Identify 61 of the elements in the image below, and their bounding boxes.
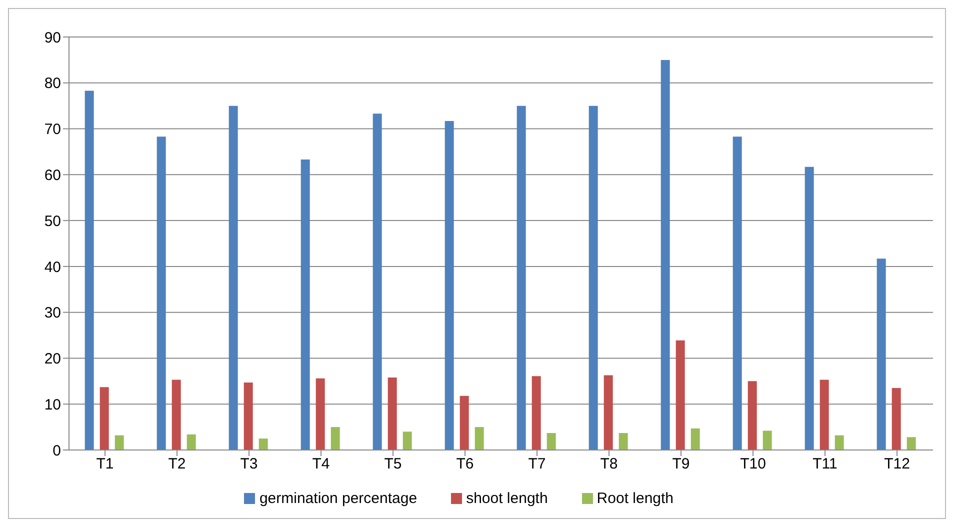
legend-label: shoot length (466, 490, 548, 507)
y-tick-label: 0 (52, 442, 61, 460)
bar (676, 340, 685, 450)
bar (876, 258, 886, 450)
bar (84, 90, 94, 450)
bar (186, 434, 196, 450)
x-tick-label: T12 (884, 456, 910, 473)
bar (316, 378, 325, 450)
x-tick-label: T11 (812, 456, 838, 473)
x-tick-label: T5 (384, 456, 402, 473)
bar (258, 438, 268, 450)
bar (618, 433, 628, 450)
x-tick-label: T1 (96, 456, 114, 473)
bar (444, 120, 454, 450)
bar (474, 427, 484, 450)
y-tick-label: 20 (44, 350, 61, 368)
bar (156, 136, 166, 450)
bar (532, 376, 541, 450)
bar (690, 428, 700, 450)
bar (402, 432, 412, 450)
bar (820, 380, 829, 450)
bar (460, 396, 469, 450)
bar (546, 433, 556, 450)
bar (114, 435, 124, 450)
bar (732, 136, 742, 450)
bar (892, 388, 901, 450)
x-tick-label: T2 (168, 456, 186, 473)
bar (372, 114, 382, 450)
legend-label: Root length (596, 490, 674, 507)
bar (588, 106, 598, 450)
bar (660, 60, 670, 450)
x-tick-label: T3 (240, 456, 258, 473)
bar (906, 437, 916, 450)
x-tick-label: T7 (528, 456, 546, 473)
x-tick-label: T10 (740, 456, 766, 473)
bar (604, 375, 613, 450)
bar (244, 382, 253, 450)
bar (330, 427, 340, 450)
bar (748, 381, 757, 450)
bar (762, 430, 772, 450)
x-tick-label: T8 (600, 456, 618, 473)
y-tick-label: 30 (44, 304, 61, 322)
x-tick-label: T4 (312, 456, 330, 473)
bar (516, 106, 526, 450)
legend-label: germination percentage (259, 490, 418, 507)
bar (100, 387, 109, 450)
bar (834, 435, 844, 450)
bar (804, 166, 814, 450)
y-tick-label: 70 (44, 121, 61, 138)
y-tick-label: 60 (44, 166, 61, 184)
x-tick-label: T6 (456, 456, 474, 473)
bar (388, 377, 397, 450)
x-tick-label: T9 (672, 456, 690, 473)
bar (228, 106, 238, 450)
bar (300, 160, 310, 450)
y-tick-label: 80 (44, 75, 61, 92)
y-tick-label: 40 (44, 258, 61, 276)
y-tick-label: 50 (44, 212, 61, 230)
y-tick-label: 10 (44, 396, 61, 414)
y-tick-label: 90 (44, 29, 61, 46)
bar (172, 380, 181, 450)
